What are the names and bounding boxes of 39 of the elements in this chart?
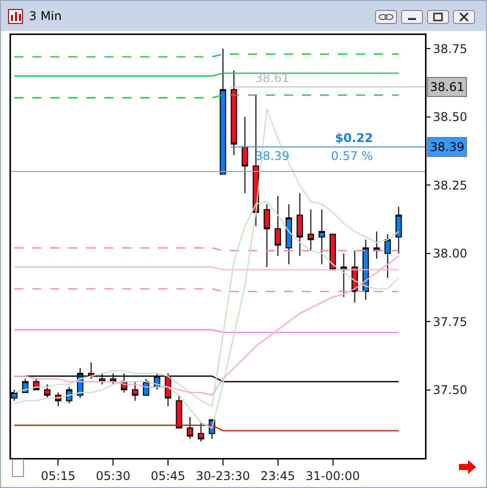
- candlestick: [198, 422, 204, 442]
- candlestick: [308, 209, 314, 252]
- x-tick-label: 23:45: [260, 468, 296, 483]
- annotation: 38.61: [255, 71, 290, 85]
- y-tick-label: 37.75: [432, 314, 468, 329]
- candlestick: [274, 196, 282, 257]
- annotation: 0.57 %: [331, 149, 373, 163]
- y-tick-label: 38.25: [432, 178, 468, 192]
- candlestick: [340, 252, 347, 298]
- candlestick: [230, 70, 238, 156]
- candlestick: [318, 209, 325, 265]
- x-tick-label: 05:15: [40, 468, 76, 483]
- chart-title: 3 Min: [29, 9, 62, 23]
- candlestick: [264, 204, 270, 268]
- y-tick-label: 38.00: [432, 246, 468, 261]
- candlestick: [220, 48, 226, 175]
- y-tick-label: 38.50: [432, 110, 468, 124]
- candlestick: [242, 116, 248, 194]
- ref-line-label: 38.39: [430, 140, 464, 154]
- y-tick-label: 38.75: [432, 42, 468, 56]
- x-tick-label: 30-23:30: [196, 468, 250, 483]
- candlestick: [296, 192, 303, 257]
- candlestick: [384, 234, 391, 278]
- candlestick: [186, 416, 194, 440]
- candlestick: [286, 204, 292, 265]
- annotation: $0.22: [335, 131, 373, 145]
- candlestick: [44, 384, 50, 398]
- y-tick-label: 37.50: [432, 382, 468, 397]
- candlestick: [395, 206, 402, 254]
- candlestick: [330, 234, 336, 270]
- candlestick: [176, 394, 182, 428]
- x-tick-label: 31-00:00: [306, 468, 360, 483]
- candlestick: [132, 381, 138, 402]
- ref-line-label: 38.61: [430, 80, 464, 94]
- candlestick: [373, 230, 380, 260]
- line-series: [14, 108, 400, 429]
- x-tick-label: 05:45: [150, 468, 186, 483]
- x-tick-label: 05:30: [96, 468, 130, 483]
- line-series: [14, 255, 400, 396]
